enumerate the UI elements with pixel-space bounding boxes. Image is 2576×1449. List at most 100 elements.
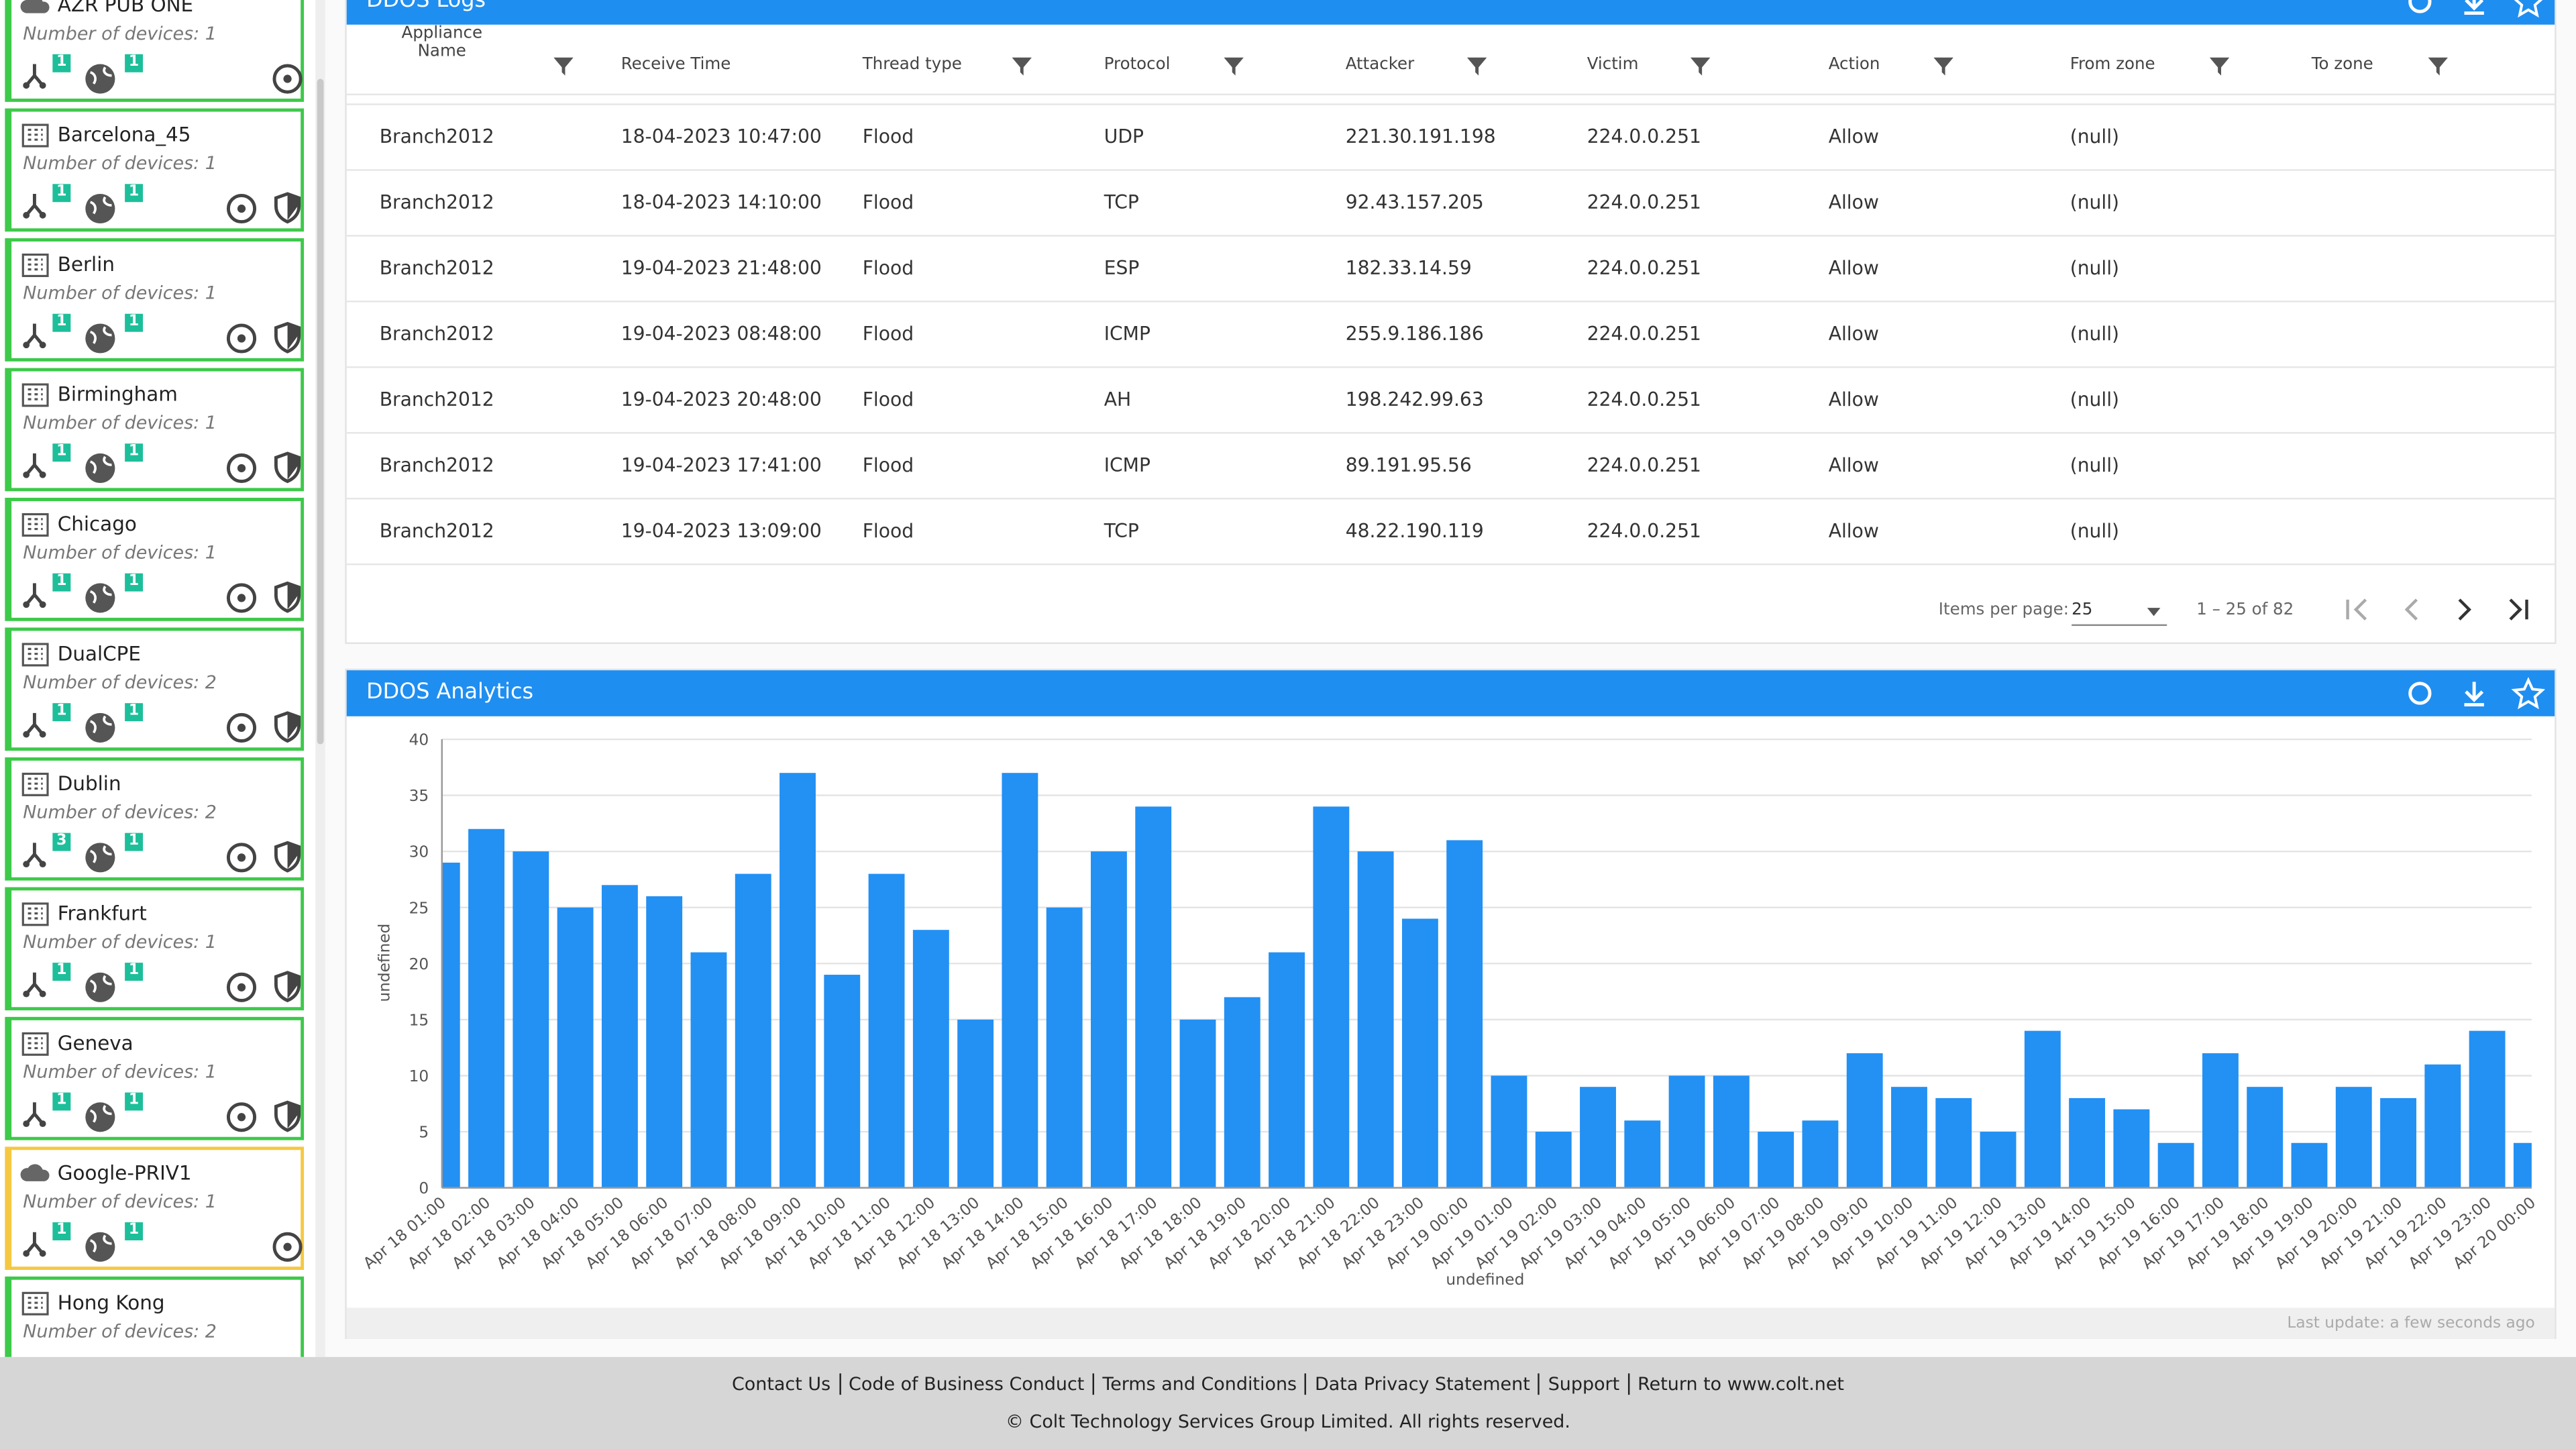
table-row[interactable]: Branch2012 19-04-2023 21:48:00 Flood ESP 182… — [346, 235, 2555, 303]
table-cell: 221.30.191.198 — [1345, 125, 1496, 148]
star-icon[interactable] — [2511, 677, 2545, 710]
site-card[interactable]: Dublin Number of devices: 2 3 1 — [5, 757, 305, 881]
panel-header: DDOS Analytics — [346, 670, 2555, 716]
bar — [468, 828, 504, 1188]
badge: 1 — [125, 963, 144, 981]
site-card[interactable]: Frankfurt Number of devices: 1 1 1 — [5, 887, 305, 1011]
bar — [557, 907, 594, 1188]
column-header[interactable]: Receive Time — [621, 56, 731, 74]
table-cell: (null) — [2070, 125, 2120, 148]
site-icons — [23, 971, 301, 1003]
site-card[interactable]: AZR PUB ONE Number of devices: 1 1 1 — [5, 0, 305, 102]
site-name: Hong Kong — [57, 1291, 165, 1315]
table-cell: Branch2012 — [379, 387, 494, 411]
filter-icon[interactable] — [2209, 56, 2230, 76]
table-row[interactable]: Branch2012 19-04-2023 17:41:00 Flood ICMP 89… — [346, 432, 2555, 500]
column-header[interactable]: Thread type — [862, 56, 962, 74]
bar — [1046, 907, 1083, 1188]
bar — [868, 873, 905, 1188]
panel-header: DDOS Logs — [346, 0, 2555, 25]
footer-link[interactable]: Support — [1540, 1373, 1629, 1395]
site-icon — [21, 643, 49, 667]
header-icons — [2408, 677, 2545, 710]
first-page[interactable] — [2346, 598, 2367, 621]
table-cell: 19-04-2023 20:48:00 — [621, 387, 822, 411]
filter-icon[interactable] — [1933, 56, 1953, 76]
table-row[interactable]: Branch2012 19-04-2023 13:09:00 Flood TCP 48.… — [346, 498, 2555, 566]
bar — [1179, 1019, 1216, 1188]
download-icon[interactable] — [2464, 682, 2484, 707]
scrollbar-thumb[interactable] — [317, 78, 324, 745]
bar — [2380, 1097, 2416, 1188]
table-row[interactable]: Branch2012 18-04-2023 14:10:00 Flood TCP 92.… — [346, 169, 2555, 237]
footer-link[interactable]: Code of Business Conduct — [840, 1373, 1095, 1395]
panel-title: DDOS Analytics — [366, 680, 534, 705]
filter-icon[interactable] — [1224, 56, 1244, 76]
bar — [1401, 918, 1438, 1188]
table-cell: (null) — [2070, 519, 2120, 543]
filter-icon[interactable] — [1690, 56, 1711, 76]
bar — [1269, 952, 1305, 1188]
device-count: Number of devices: 1 — [23, 1061, 217, 1083]
site-card[interactable]: DualCPE Number of devices: 2 1 1 — [5, 627, 305, 751]
filter-icon[interactable] — [1012, 56, 1032, 76]
site-card[interactable]: Google-PRIV1 Number of devices: 1 1 1 — [5, 1146, 305, 1271]
site-card[interactable]: Hong Kong Number of devices: 2 — [5, 1276, 305, 1357]
badge: 1 — [52, 54, 71, 72]
table-cell: Flood — [862, 256, 914, 280]
table-cell: Flood — [862, 125, 914, 148]
site-card[interactable]: Birmingham Number of devices: 1 1 1 — [5, 368, 305, 492]
badge: 1 — [125, 184, 144, 203]
table-cell: Flood — [862, 453, 914, 477]
column-header[interactable]: To zone — [2311, 56, 2373, 74]
footer-link[interactable]: Terms and Conditions — [1094, 1373, 1307, 1395]
filter-icon[interactable] — [1466, 56, 1487, 76]
badge: 1 — [52, 703, 71, 722]
bar — [1846, 1053, 1883, 1188]
site-icon — [21, 254, 49, 278]
next-page[interactable] — [2458, 598, 2471, 621]
status-bar: Last update: a few seconds ago — [346, 1307, 2555, 1339]
footer-link[interactable]: Return to www.colt.net — [1638, 1373, 1845, 1395]
site-name: DualCPE — [57, 642, 141, 665]
footer-link[interactable]: Data Privacy Statement — [1306, 1373, 1540, 1395]
site-icon — [20, 1164, 50, 1181]
bar — [2113, 1109, 2150, 1188]
refresh-icon[interactable] — [2408, 0, 2432, 13]
prev-page[interactable] — [2404, 598, 2418, 621]
site-card[interactable]: Berlin Number of devices: 1 1 1 — [5, 238, 305, 362]
column-header[interactable]: Attacker — [1345, 56, 1415, 74]
table-cell: 89.191.95.56 — [1345, 453, 1472, 477]
column-header[interactable]: From zone — [2070, 56, 2155, 74]
bar — [1891, 1087, 1927, 1188]
device-count: Number of devices: 1 — [23, 282, 217, 305]
site-name: Dublin — [57, 772, 121, 796]
filter-icon[interactable] — [553, 56, 574, 76]
footer-link[interactable]: Contact Us — [723, 1373, 841, 1395]
column-header[interactable]: Action — [1828, 56, 1880, 74]
column-header[interactable]: Protocol — [1104, 56, 1171, 74]
site-card[interactable]: Geneva Number of devices: 1 1 1 — [5, 1016, 305, 1140]
refresh-icon[interactable] — [2408, 682, 2432, 705]
table-row[interactable]: Branch2012 19-04-2023 20:48:00 Flood AH 198.… — [346, 366, 2555, 434]
star-icon[interactable] — [2514, 0, 2543, 18]
site-card[interactable]: Chicago Number of devices: 1 1 1 — [5, 498, 305, 621]
column-header[interactable]: Appliance Name — [401, 24, 483, 61]
bars — [441, 773, 2532, 1188]
items-select[interactable]: 25 — [2072, 601, 2167, 627]
table-row[interactable]: Branch2012 19-04-2023 08:48:00 Flood ICMP 25… — [346, 301, 2555, 368]
device-count: Number of devices: 1 — [23, 1191, 217, 1213]
site-card[interactable]: Barcelona_45 Number of devices: 1 1 1 — [5, 108, 305, 232]
table-cell: 48.22.190.119 — [1345, 519, 1484, 543]
column-header[interactable]: Victim — [1587, 56, 1639, 74]
table-row[interactable]: Branch2012 18-04-2023 10:47:00 Flood UDP 221… — [346, 103, 2555, 171]
download-icon[interactable] — [2464, 0, 2484, 15]
table-cell: (null) — [2070, 453, 2120, 477]
table-cell: Flood — [862, 322, 914, 345]
filter-icon[interactable] — [2428, 56, 2448, 76]
bar — [513, 851, 549, 1188]
table-cell: Branch2012 — [379, 125, 494, 148]
last-page[interactable] — [2509, 598, 2528, 621]
